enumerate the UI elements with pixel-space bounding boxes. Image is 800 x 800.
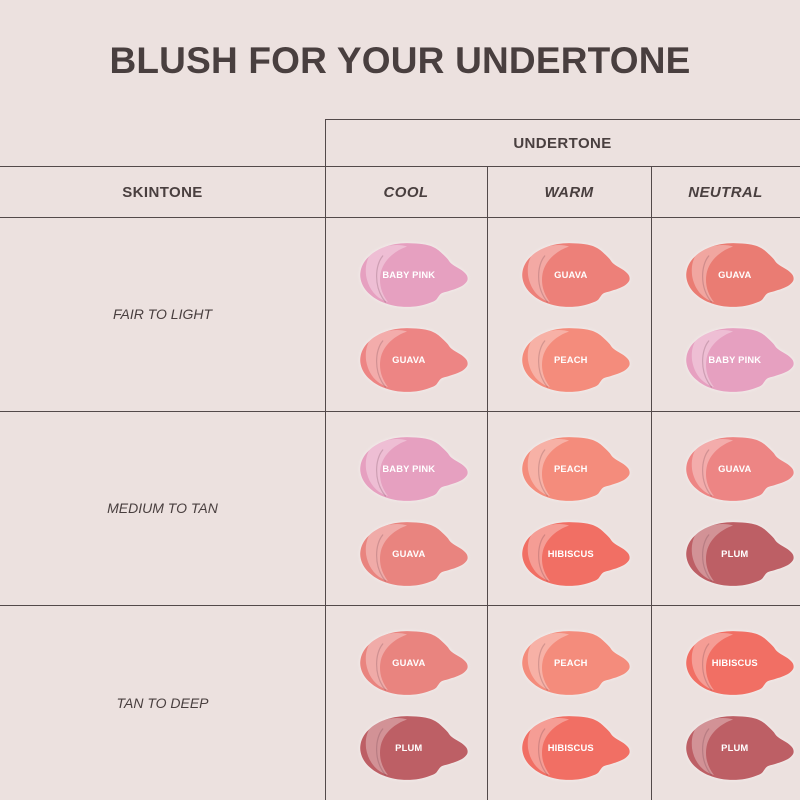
svg-text:PEACH: PEACH	[554, 355, 588, 365]
svg-text:PLUM: PLUM	[721, 549, 748, 559]
svg-text:BABY PINK: BABY PINK	[382, 464, 435, 474]
svg-text:HIBISCUS: HIBISCUS	[712, 658, 758, 668]
svg-text:GUAVA: GUAVA	[718, 464, 751, 474]
svg-text:GUAVA: GUAVA	[718, 270, 751, 280]
svg-text:PEACH: PEACH	[554, 464, 588, 474]
svg-text:GUAVA: GUAVA	[392, 658, 425, 668]
svg-text:BABY PINK: BABY PINK	[382, 270, 435, 280]
svg-text:HIBISCUS: HIBISCUS	[548, 743, 594, 753]
svg-text:GUAVA: GUAVA	[554, 270, 587, 280]
svg-text:GUAVA: GUAVA	[392, 355, 425, 365]
svg-text:PEACH: PEACH	[554, 658, 588, 668]
svg-text:HIBISCUS: HIBISCUS	[548, 549, 594, 559]
svg-text:PLUM: PLUM	[721, 743, 748, 753]
svg-text:GUAVA: GUAVA	[392, 549, 425, 559]
svg-text:BABY PINK: BABY PINK	[708, 355, 761, 365]
svg-text:PLUM: PLUM	[395, 743, 422, 753]
